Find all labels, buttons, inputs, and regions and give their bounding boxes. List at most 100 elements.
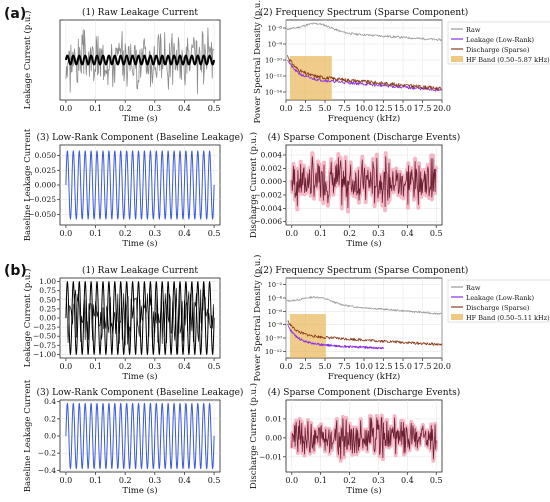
y-tick-label: 0.25 [39,304,56,313]
y-tick-label: 10⁻⁴ [268,295,283,303]
x-tick-label: 0.0 [280,362,293,371]
y-tick-label: −0.4 [38,466,56,475]
x-tick-label: 5.0 [319,362,332,371]
y-tick-label: 0.2 [44,414,56,423]
y-tick-label: 0.000 [261,177,283,186]
x-axis-label: Frequency (kHz) [328,113,400,124]
y-tick-label: 0.000 [35,181,57,190]
y-tick-label: 0.01 [265,414,282,423]
x-tick-label: 0.2 [119,362,132,371]
chart-panel-5: 0.0 0.1 0.2 0.3 0.4 0.51.000.750.500.250.00−0… [22,265,220,382]
y-tick-label: 10⁻¹² [265,73,282,81]
y-tick-label: −0.006 [254,217,282,226]
legend-label: Discharge (Sparse) [466,46,530,54]
x-tick-label: 2.5 [299,104,312,113]
legend-label: Raw [466,26,481,34]
legend-swatch [451,314,463,320]
y-tick-label: −0.75 [33,341,56,350]
y-tick-label: 10⁻¹² [265,348,282,356]
chart-title: (2) Frequency Spectrum (Sparse Component… [260,265,469,276]
y-axis-label: Power Spectral Density (p.u.) [252,0,263,123]
y-tick-label: 0.0 [44,432,56,441]
x-tick-label: 17.5 [414,362,432,371]
x-axis-label: Frequency (kHz) [328,371,400,382]
y-tick-label: −0.25 [33,323,56,332]
x-tick-label: 0.5 [208,476,221,485]
series-line-2 [287,59,443,92]
x-tick-label: 0.2 [343,476,356,485]
x-tick-label: 0.2 [119,229,132,238]
y-tick-label: −0.025 [28,195,56,204]
x-tick-label: 0.1 [314,476,327,485]
x-tick-label: 0.2 [119,104,132,113]
legend-box [447,21,550,65]
chart-panel-7: 0.0 0.1 0.2 0.3 0.4 0.5 0.4 0.2 0.0 −0.2 −0.4 (3) L… [23,379,243,496]
x-tick-label: 0.2 [343,229,356,238]
x-tick-label: 0.5 [430,229,443,238]
x-tick-label: 15.0 [394,104,412,113]
x-tick-label: 0.0 [60,362,73,371]
x-tick-label: 0.5 [208,104,221,113]
chart-title: (4) Sparse Component (Discharge Events) [268,387,461,398]
x-tick-label: 17.5 [414,104,432,113]
chart-title: (4) Sparse Component (Discharge Events) [268,132,461,143]
chart-panel-4: 0.0 0.1 0.2 0.3 0.4 0.5 0.004 0.002 0.000 −0.002 −… [248,132,460,249]
y-tick-label: 10⁻¹⁰ [265,57,282,65]
x-tick-label: 10.0 [355,104,373,113]
chart-title: (1) Raw Leakage Current [82,7,198,18]
x-tick-label: 0.1 [89,362,102,371]
x-tick-label: 0.0 [60,229,73,238]
legend-label: HF Band (0.50–5.11 kHz) [466,314,550,322]
chart-title: (3) Low-Rank Component (Baseline Leakage… [37,132,244,143]
y-tick-label: −0.2 [38,449,56,458]
legend-box [447,279,550,323]
legend-swatch [451,56,463,62]
chart-panel-8: 0.0 0.1 0.2 0.3 0.4 0.5 0.01 0.00 −0.01 (4) Spars… [248,383,460,496]
x-tick-label: 0.1 [89,476,102,485]
x-tick-label: 12.5 [375,104,393,113]
x-tick-label: 0.3 [148,104,161,113]
x-tick-label: 12.5 [375,362,393,371]
x-tick-label: 0.4 [178,104,191,113]
y-axis-label: Leakage Current (p.u.) [22,269,33,368]
x-tick-label: 0.3 [148,476,161,485]
series-line-1 [65,150,215,220]
y-tick-label: 10⁻⁶ [268,25,283,33]
series-line-1 [65,402,215,470]
x-tick-label: 0.0 [60,104,73,113]
x-tick-label: 7.5 [338,362,351,371]
chart-panel-1: 0.0 0.1 0.2 0.3 0.4 0.5 (1) Raw Leakage Curren… [22,7,220,124]
series-line-2 [291,156,437,209]
y-tick-label: −0.004 [254,204,282,213]
x-tick-label: 0.5 [208,362,221,371]
y-tick-label: −0.01 [259,452,282,461]
x-tick-label: 0.0 [60,476,73,485]
x-tick-label: 0.0 [280,104,293,113]
y-tick-label: 0.50 [39,295,56,304]
x-tick-label: 0.1 [89,229,102,238]
part-label-a: (a) [4,6,26,22]
series-line-3 [287,55,442,91]
y-axis-label: Leakage Current (p.u.) [22,11,33,110]
legend-label: Leakage (Low-Rank) [466,294,534,302]
legend-label: Raw [466,284,481,292]
x-tick-label: 15.0 [394,362,412,371]
y-tick-label: −1.00 [33,350,56,359]
y-tick-label: −0.050 [28,210,56,219]
y-tick-label: 0.002 [261,164,283,173]
x-tick-label: 20.0 [433,362,451,371]
series-line-1 [286,296,442,315]
x-tick-label: 0.3 [372,229,385,238]
x-axis-label: Time (s) [346,485,381,496]
x-tick-label: 0.0 [285,229,298,238]
y-tick-label: 0.00 [39,314,56,323]
part-label-b: (b) [4,263,27,279]
x-tick-label: 5.0 [319,104,332,113]
chart-panel-3: 0.0 0.1 0.2 0.3 0.4 0.5 0.050 0.025 0.000 −0.025 −… [23,128,243,249]
y-tick-label: 1.00 [39,277,56,286]
x-tick-label: 0.3 [372,476,385,485]
y-tick-label: −0.002 [254,191,282,200]
y-axis-label: Baseline Leakage Current [23,379,33,492]
y-tick-label: 0.00 [265,433,282,442]
chart-title: (3) Low-Rank Component (Baseline Leakage… [37,387,244,398]
